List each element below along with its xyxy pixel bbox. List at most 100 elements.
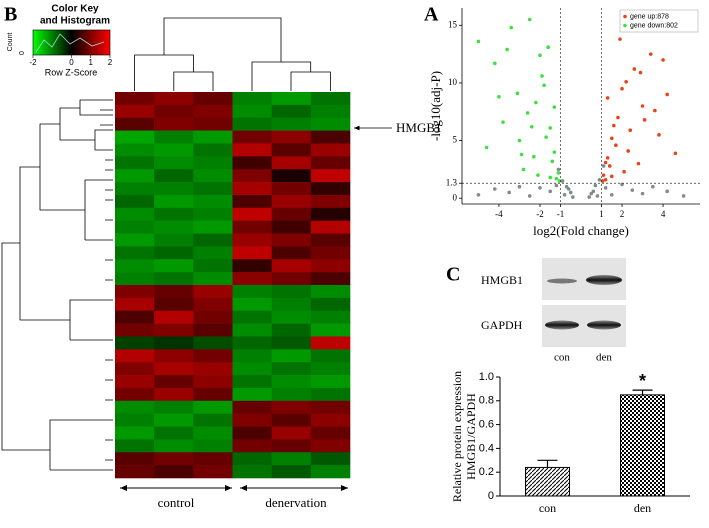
legend-label: gene down:802 [630, 22, 678, 29]
scatter-point [493, 61, 497, 66]
scatter-point [673, 151, 678, 156]
heatmap-cell [193, 297, 233, 312]
scatter-point [517, 138, 522, 143]
scatter-point [628, 128, 633, 133]
annotation: HMGB1 [396, 120, 442, 135]
heatmap-cell [115, 259, 155, 273]
legend-label: gene up:878 [630, 13, 669, 20]
lane-label: den [596, 352, 612, 364]
heatmap-cell [115, 130, 155, 144]
scatter-point [609, 174, 614, 179]
heatmap-cell [232, 297, 272, 312]
heatmap-cell [310, 323, 351, 337]
scatter-point [542, 83, 546, 88]
scatter-point [665, 189, 669, 194]
heatmap-cell [193, 143, 233, 157]
scatter-point [640, 104, 645, 108]
heatmap-cell [310, 336, 351, 350]
scatter-point [554, 183, 559, 188]
heatmap-cell [271, 439, 312, 453]
heatmap-cell [115, 207, 155, 221]
legend-marker [623, 14, 627, 19]
heatmap-cell [271, 452, 312, 466]
x-tick-label: 1 [599, 209, 604, 219]
heatmap-cell [154, 285, 194, 299]
error-bar [537, 459, 558, 468]
y-axis-label: HMGB1/GAPDH [464, 393, 478, 480]
heatmap-cell [115, 169, 155, 183]
heatmap-cell [193, 207, 233, 221]
heatmap-cell [115, 272, 155, 286]
heatmap-cell [271, 310, 312, 324]
heatmap-cell [154, 104, 194, 119]
scatter-point [601, 173, 606, 177]
scatter-point [618, 37, 622, 41]
scatter-point [507, 190, 511, 195]
heatmap-cell [193, 426, 233, 440]
heatmap-cell [193, 375, 233, 389]
heatmap-cell [232, 285, 272, 299]
heatmap-cell [115, 104, 155, 119]
heatmap-cell [115, 439, 155, 453]
heatmap-cell [193, 400, 233, 414]
heatmap-cell [310, 143, 351, 157]
heatmap-cell [271, 336, 312, 350]
heatmap-cell [154, 207, 194, 221]
heatmap-cell [154, 220, 194, 234]
scatter-point [653, 108, 657, 113]
heatmap-cell [154, 92, 194, 106]
heatmap-cell [115, 387, 155, 402]
heatmap-cell [115, 143, 155, 157]
scatter-point [534, 100, 538, 105]
scatter-point [595, 194, 600, 198]
y-tick-label: 0.8 [479, 395, 494, 407]
scatter-point [484, 145, 489, 150]
scatter-point [616, 115, 620, 120]
scatter-point [538, 186, 542, 190]
heatmap-cell [232, 92, 272, 106]
heatmap-cell [232, 117, 272, 131]
heatmap-cell [271, 297, 312, 312]
heatmap-cell [232, 336, 272, 350]
heatmap-cell [154, 143, 194, 157]
heatmap-cell [310, 194, 351, 209]
heatmap-cell [271, 169, 312, 183]
x-tick-label: -2 [536, 209, 544, 219]
heatmap-cell [193, 413, 233, 427]
heatmap-cell [154, 452, 194, 466]
heatmap-cell [232, 323, 272, 337]
heatmap-cell [271, 246, 312, 260]
scatter-point [603, 177, 608, 182]
key-title: Color Key [51, 4, 99, 15]
significance-mark: * [639, 371, 646, 391]
heatmap-cell [271, 117, 312, 131]
heatmap-cell [232, 156, 272, 170]
heatmap-cell [310, 246, 351, 260]
heatmap-cell [271, 92, 312, 106]
heatmap-cell [310, 310, 351, 324]
heatmap-cell [232, 362, 272, 376]
heatmap-cell [154, 336, 194, 350]
heatmap-cell [193, 169, 233, 183]
scatter-point [624, 79, 628, 84]
heatmap-cell [115, 310, 155, 324]
heatmap-cell [193, 387, 233, 402]
heatmap-cell [232, 143, 272, 157]
scatter-point [515, 91, 520, 96]
dendrogram [1, 99, 113, 471]
x-axis-label: log2(Fold change) [533, 223, 629, 238]
scatter-point [544, 135, 548, 139]
heatmap-cell [232, 387, 272, 402]
y-axis-label: Relative protein expression [450, 371, 464, 502]
scatter-point [603, 186, 608, 190]
dendrogram [134, 17, 331, 91]
scatter-point [548, 189, 553, 194]
heatmap-cell [310, 220, 351, 234]
heatmap-cell [232, 220, 272, 234]
heatmap-cell [310, 413, 351, 427]
scatter-point [620, 86, 624, 91]
heatmap-cell [154, 272, 194, 286]
heatmap-cell [310, 465, 351, 479]
scatter-point [661, 58, 665, 62]
heatmap-cell [232, 207, 272, 221]
